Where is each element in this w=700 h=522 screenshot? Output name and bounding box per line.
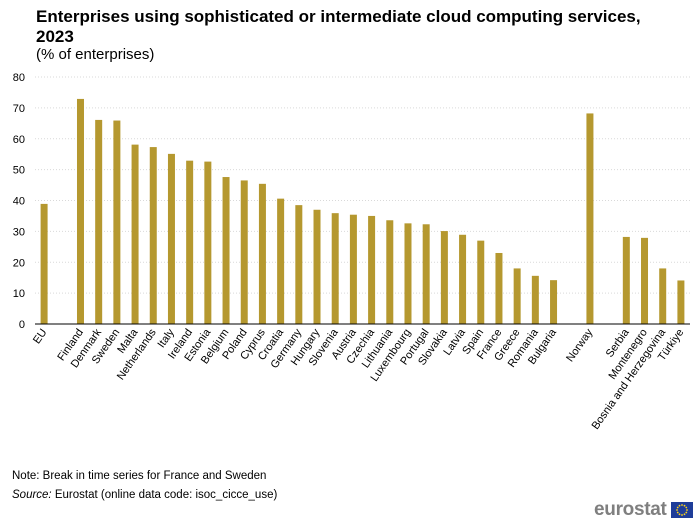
bar-norway — [586, 113, 594, 325]
bar-sweden — [113, 120, 121, 324]
bar-slovenia — [331, 213, 339, 324]
bar-czechia — [368, 215, 376, 324]
bar-austria — [349, 214, 357, 324]
bar-eu — [40, 203, 48, 324]
y-tick-label: 50 — [13, 165, 25, 177]
y-tick-label: 80 — [13, 72, 25, 84]
y-tick-label: 70 — [13, 103, 25, 115]
bar-malta — [131, 144, 139, 324]
bar-romania — [531, 275, 539, 324]
x-tick-label: EU — [31, 327, 50, 346]
bar-estonia — [204, 161, 212, 324]
bar-spain — [477, 240, 485, 324]
eurostat-logo: eurostat — [594, 499, 693, 521]
bar-france — [495, 252, 503, 324]
bar-lithuania — [386, 220, 394, 324]
bar-bosnia-and-herzegovina — [659, 268, 667, 324]
bar-greece — [513, 268, 521, 324]
chart-title: Enterprises using sophisticated or inter… — [36, 7, 641, 46]
x-tick-label: Norway — [564, 326, 596, 364]
y-tick-label: 20 — [13, 257, 25, 269]
bar-italy — [167, 153, 175, 324]
bar-cyprus — [258, 183, 266, 324]
bar-hungary — [313, 209, 321, 324]
bar-belgium — [222, 177, 230, 324]
bar-t-rkiye — [677, 280, 685, 324]
bar-denmark — [95, 119, 103, 324]
bar-portugal — [422, 224, 430, 324]
y-tick-label: 0 — [19, 319, 25, 331]
eurostat-wordmark: eurostat — [594, 499, 667, 520]
bar-netherlands — [149, 147, 157, 324]
bar-croatia — [277, 198, 285, 324]
source-label: Source: — [12, 489, 52, 501]
source-text: Eurostat (online data code: isoc_cicce_u… — [51, 489, 278, 501]
y-tick-label: 10 — [13, 288, 25, 300]
eu-flag-icon — [670, 502, 693, 518]
bar-serbia — [622, 236, 630, 324]
bar-ireland — [186, 160, 194, 324]
bar-poland — [240, 180, 248, 324]
bar-germany — [295, 205, 303, 324]
chart-subtitle: (% of enterprises) — [36, 46, 155, 63]
bar-montenegro — [641, 237, 649, 324]
y-tick-label: 60 — [13, 134, 25, 146]
bar-luxembourg — [404, 223, 412, 324]
bar-latvia — [459, 234, 467, 324]
bar-slovakia — [440, 231, 448, 324]
y-tick-label: 30 — [13, 226, 25, 238]
y-tick-label: 40 — [13, 196, 25, 208]
bar-finland — [76, 98, 84, 324]
bar-bulgaria — [550, 280, 558, 324]
source-line: Source: Eurostat (online data code: isoc… — [12, 489, 277, 501]
footnote: Note: Break in time series for France an… — [12, 470, 267, 482]
